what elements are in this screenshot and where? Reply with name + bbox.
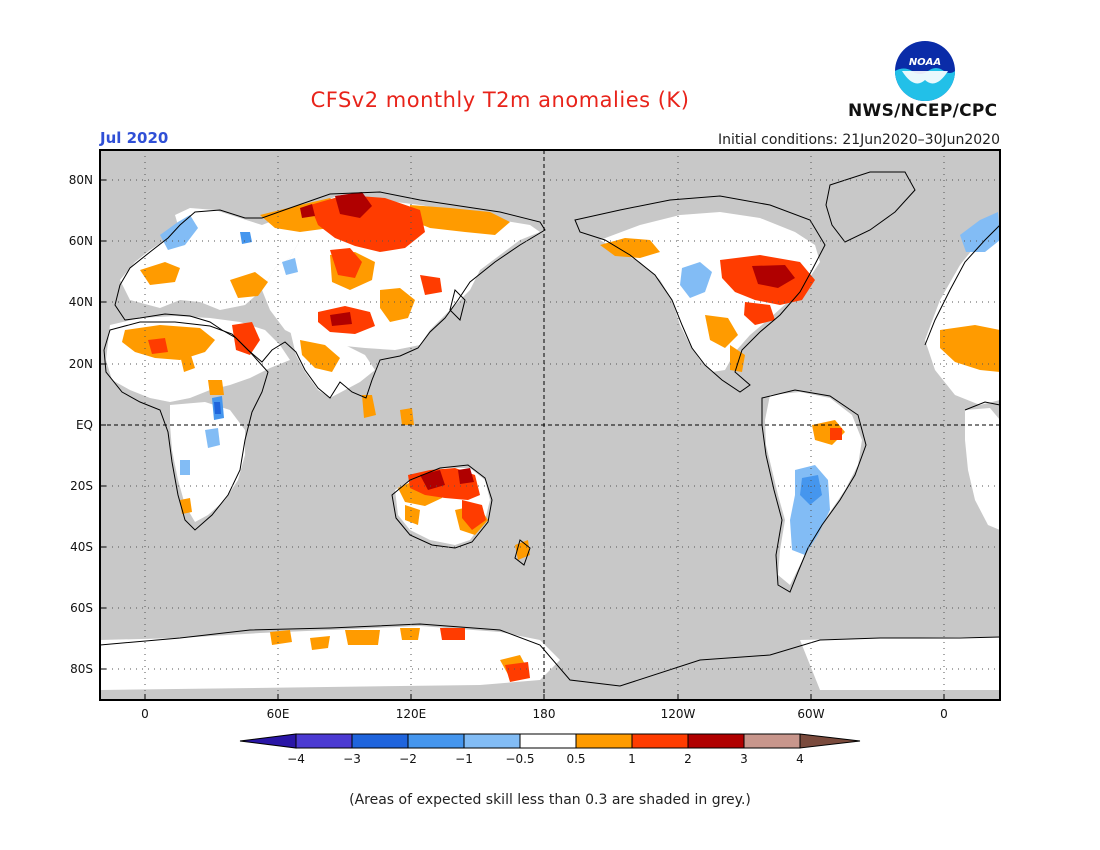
- lat-label: EQ: [76, 418, 93, 432]
- map-title: CFSv2 monthly T2m anomalies (K): [310, 88, 690, 112]
- anomaly-map: 80N 60N 40N 20N EQ 20S 40S 60S 80S 0 60E…: [69, 149, 1001, 766]
- legend-tick: −2: [399, 752, 417, 766]
- warm-dark-regions: [300, 192, 795, 490]
- lon-label: 180: [533, 707, 556, 721]
- lat-labels: 80N 60N 40N 20N EQ 20S 40S 60S 80S: [69, 173, 93, 676]
- legend-swatch: [519, 733, 577, 749]
- legend-swatch: [687, 733, 745, 749]
- anomaly-field: [100, 192, 1000, 690]
- legend-tick: 0.5: [566, 752, 585, 766]
- lat-label: 20S: [70, 479, 93, 493]
- legend-swatch: [295, 733, 353, 749]
- axis-ticks: [100, 179, 945, 700]
- legend-swatch: [351, 733, 409, 749]
- initial-conditions: Initial conditions: 21Jun2020–30Jun2020: [717, 132, 1000, 148]
- lat-label: 20N: [69, 357, 93, 371]
- lon-label: 120W: [661, 707, 696, 721]
- cool-mid-regions: [212, 232, 822, 505]
- legend-arrow-left: [239, 733, 297, 749]
- forecast-month: Jul 2020: [100, 129, 169, 147]
- skill-footnote: (Areas of expected skill less than 0.3 a…: [349, 792, 751, 808]
- legend-arrow-right: [799, 733, 861, 749]
- legend-tick: −4: [287, 752, 305, 766]
- lat-label: 40S: [70, 540, 93, 554]
- legend-tick: 2: [684, 752, 692, 766]
- noaa-logo-icon: NOAA: [895, 41, 955, 101]
- legend-swatch: [631, 733, 689, 749]
- legend-swatch: [575, 733, 633, 749]
- lon-label: 60E: [267, 707, 290, 721]
- logo-text: NOAA: [909, 57, 941, 68]
- legend-tick: 3: [740, 752, 748, 766]
- legend-tick: −1: [455, 752, 473, 766]
- legend-tick: −3: [343, 752, 361, 766]
- lon-label: 0: [940, 707, 948, 721]
- legend-tick: 1: [628, 752, 636, 766]
- legend-tick: 4: [796, 752, 804, 766]
- graticule: [100, 150, 1000, 700]
- equator-dateline: [100, 150, 1000, 700]
- lon-labels: 0 60E 120E 180 120W 60W 0: [141, 707, 948, 721]
- color-legend: −4 −3 −2 −1 −0.5 0.5 1 2 3 4: [239, 733, 861, 766]
- lat-label: 80S: [70, 662, 93, 676]
- agency-label: NWS/NCEP/CPC: [848, 101, 998, 121]
- lon-label: 60W: [797, 707, 824, 721]
- lon-label: 0: [141, 707, 149, 721]
- legend-swatch: [743, 733, 801, 749]
- lat-label: 60S: [70, 601, 93, 615]
- lat-label: 80N: [69, 173, 93, 187]
- legend-swatch: [407, 733, 465, 749]
- coastlines: [100, 171, 1000, 687]
- cool-dark-regions: [214, 402, 221, 414]
- lat-label: 60N: [69, 234, 93, 248]
- lat-label: 40N: [69, 295, 93, 309]
- legend-tick: −0.5: [505, 752, 534, 766]
- lon-label: 120E: [396, 707, 427, 721]
- warm-light-regions: [122, 198, 1000, 678]
- legend-swatch: [463, 733, 521, 749]
